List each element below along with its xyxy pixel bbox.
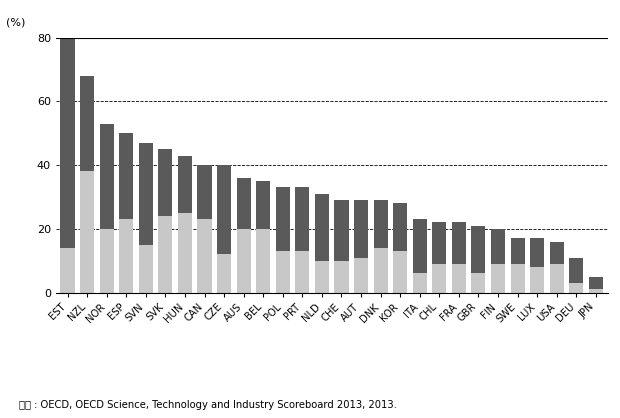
Bar bbox=[569, 283, 583, 293]
Bar bbox=[100, 229, 113, 293]
Bar bbox=[80, 76, 94, 171]
Bar bbox=[100, 124, 113, 229]
Bar bbox=[80, 171, 94, 293]
Bar bbox=[295, 187, 309, 251]
Bar bbox=[354, 200, 368, 257]
Bar bbox=[374, 248, 388, 293]
Bar bbox=[510, 238, 525, 264]
Bar bbox=[432, 222, 446, 264]
Bar bbox=[139, 245, 153, 293]
Bar bbox=[178, 155, 192, 213]
Bar bbox=[374, 200, 388, 248]
Bar bbox=[158, 149, 172, 216]
Bar bbox=[276, 187, 290, 251]
Bar bbox=[491, 229, 505, 264]
Bar bbox=[256, 229, 270, 293]
Bar bbox=[334, 200, 348, 261]
Bar bbox=[413, 273, 427, 293]
Bar bbox=[61, 34, 74, 248]
Bar bbox=[334, 261, 348, 293]
Text: 자료 : OECD, OECD Science, Technology and Industry Scoreboard 2013, 2013.: 자료 : OECD, OECD Science, Technology and … bbox=[19, 400, 396, 410]
Bar bbox=[589, 277, 603, 289]
Bar bbox=[589, 289, 603, 293]
Bar bbox=[569, 257, 583, 283]
Bar bbox=[315, 194, 329, 261]
Bar bbox=[276, 251, 290, 293]
Bar bbox=[119, 133, 133, 219]
Bar bbox=[197, 219, 211, 293]
Bar bbox=[61, 248, 74, 293]
Bar bbox=[530, 267, 544, 293]
Bar bbox=[393, 204, 407, 251]
Bar bbox=[413, 219, 427, 273]
Text: (%): (%) bbox=[6, 18, 25, 28]
Bar bbox=[139, 143, 153, 245]
Bar bbox=[178, 213, 192, 293]
Bar bbox=[217, 254, 231, 293]
Bar bbox=[452, 222, 466, 264]
Bar bbox=[432, 264, 446, 293]
Bar bbox=[550, 242, 564, 264]
Bar bbox=[315, 261, 329, 293]
Bar bbox=[491, 264, 505, 293]
Bar bbox=[237, 178, 250, 229]
Bar bbox=[295, 251, 309, 293]
Bar bbox=[550, 264, 564, 293]
Bar bbox=[471, 226, 485, 273]
Bar bbox=[119, 219, 133, 293]
Bar bbox=[354, 257, 368, 293]
Bar bbox=[510, 264, 525, 293]
Bar bbox=[393, 251, 407, 293]
Bar bbox=[158, 216, 172, 293]
Bar bbox=[197, 165, 211, 219]
Bar bbox=[256, 181, 270, 229]
Bar bbox=[452, 264, 466, 293]
Bar bbox=[237, 229, 250, 293]
Bar bbox=[530, 238, 544, 267]
Bar bbox=[471, 273, 485, 293]
Bar bbox=[217, 165, 231, 254]
